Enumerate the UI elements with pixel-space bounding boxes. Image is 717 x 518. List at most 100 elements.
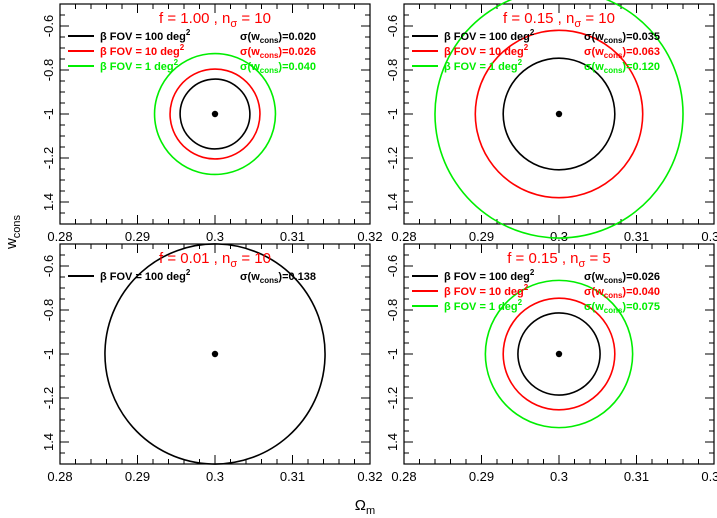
panel-1: 0.28 0.29 0.3 0.31 0.32 -0.6 -0.8 -1 -1.2 1.4 f = … [41,3,383,244]
legend-name-sup: 2 [186,268,191,277]
x-tick-label: 0.29 [469,229,494,244]
legend-name: β FOV = 10 deg [444,46,524,58]
contour-ellipse-2 [502,297,616,411]
x-tick-label: 0.29 [125,469,150,484]
contour-ellipse-1 [502,57,616,171]
legend-sigma-sub: cons [260,276,279,285]
panel-title-sub: σ [574,18,581,30]
contour-ellipse-3 [484,279,634,429]
panel-3: 0.28 0.29 0.3 0.31 0.32 -0.6 -0.8 -1 -1.2 1.4 f = … [41,243,383,484]
legend-sigma-sub: cons [604,306,623,315]
y-tick-label: 1.4 [385,433,400,451]
y-tick-label: -0.8 [385,299,400,321]
y-tick-label: -1 [385,108,400,120]
legend-sigma-label: σ(w [584,271,604,283]
legend-entry: β FOV = 10 deg2 [444,43,529,58]
legend-name: β FOV = 1 deg [444,61,518,73]
x-tick-label: 0.32 [357,229,382,244]
y-tick-label: 1.4 [385,193,400,211]
figure-ylabel-main: w [3,238,20,250]
x-tick-label: 0.31 [624,229,649,244]
x-tick-label: 0.3 [206,229,224,244]
contour-ellipse-3 [153,52,277,176]
legend-sigma-sub: cons [604,51,623,60]
x-tick-label: 0.32 [357,469,382,484]
panel-title: f = 0.01 , nσ = 10 [159,250,271,270]
panel-title: f = 0.15 , nσ = 10 [503,10,615,30]
legend-sigma-label: σ(w [584,286,604,298]
contour-ellipse-1 [179,78,251,150]
y-tick-label: -1.2 [41,147,56,169]
legend-sigma-value: )=0.120 [622,61,660,73]
panel-2: 0.28 0.29 0.3 0.31 0.32 -0.6 -0.8 -1 -1.2 1.4 f = … [385,0,717,244]
y-tick-label: -1 [41,108,56,120]
legend-sigma-label: σ(w [240,271,260,283]
legend-name-sup: 2 [180,43,185,52]
legend-sigma: σ(wcons)=0.138 [240,271,316,285]
x-tick-label: 0.28 [47,469,72,484]
legend-sigma-label: σ(w [240,61,260,73]
x-tick-label: 0.3 [550,229,568,244]
legend-name-sup: 2 [518,298,523,307]
legend-sigma-label: σ(w [584,301,604,313]
legend-sigma: σ(wcons)=0.026 [584,271,660,285]
legend-sigma-label: σ(w [584,61,604,73]
legend-sigma-value: )=0.138 [278,271,316,283]
x-tick-label: 0.29 [469,469,494,484]
legend-name: β FOV = 10 deg [444,286,524,298]
legend-sigma-sub: cons [604,276,623,285]
x-tick-label: 0.32 [701,229,717,244]
panel-title: f = 1.00 , nσ = 10 [159,10,271,30]
legend-entry: β FOV = 1 deg2 [444,298,523,313]
legend-sigma: σ(wcons)=0.035 [584,31,660,45]
x-tick-label: 0.29 [125,229,150,244]
legend-sigma: σ(wcons)=0.063 [584,46,660,60]
legend-sigma-sub: cons [260,66,279,75]
y-tick-label: -1 [41,348,56,360]
y-tick-label: -0.8 [385,59,400,81]
x-tick-label: 0.28 [391,469,416,484]
x-tick-label: 0.32 [701,469,717,484]
legend-sigma-value: )=0.035 [622,31,660,43]
figure-xlabel-main: Ω [355,497,366,514]
legend-name-sup: 2 [524,283,529,292]
y-tick-label: -0.8 [41,59,56,81]
legend-name-sup: 2 [524,43,529,52]
panel-4: 0.28 0.29 0.3 0.31 0.32 -0.6 -0.8 -1 -1.2 1.4 f = … [385,243,717,484]
legend-entry: β FOV = 100 deg2 [444,268,535,283]
panel-title-main: f = 0.15 , n [507,250,578,267]
x-tick-label: 0.31 [280,229,305,244]
panel-title-tail: = 5 [585,250,610,267]
panel-title-main: f = 1.00 , n [159,10,230,27]
legend-name: β FOV = 100 deg [444,271,530,283]
x-tick-label: 0.28 [47,229,72,244]
legend-sigma: σ(wcons)=0.040 [240,61,316,75]
y-tick-label: -0.6 [41,15,56,37]
legend-sigma-sub: cons [260,36,279,45]
legend-entry: β FOV = 10 deg2 [100,43,185,58]
legend-sigma-value: )=0.020 [278,31,316,43]
legend-sigma: σ(wcons)=0.120 [584,61,660,75]
legend-name: β FOV = 100 deg [100,31,186,43]
contour-ellipse-3 [434,0,684,239]
y-tick-label: 1.4 [41,433,56,451]
x-tick-label: 0.31 [280,469,305,484]
legend-sigma-sub: cons [604,36,623,45]
legend-name-sup: 2 [174,58,179,67]
legend-sigma: σ(wcons)=0.026 [240,46,316,60]
legend-sigma-sub: cons [604,66,623,75]
legend-entry: β FOV = 100 deg2 [444,28,535,43]
figure-xlabel: Ωm [355,497,375,517]
legend-sigma-value: )=0.040 [622,286,660,298]
legend-entry: β FOV = 10 deg2 [444,283,529,298]
panel-title-tail: = 10 [581,10,615,27]
legend-name-sup: 2 [530,268,535,277]
legend-name: β FOV = 100 deg [100,271,186,283]
contour-ellipse-2 [474,29,644,199]
panel-title-main: f = 0.15 , n [503,10,574,27]
fiducial-point [555,110,563,118]
legend-sigma: σ(wcons)=0.040 [584,286,660,300]
y-tick-label: -0.6 [385,15,400,37]
legend-name-sup: 2 [186,28,191,37]
y-tick-label: -1 [385,348,400,360]
